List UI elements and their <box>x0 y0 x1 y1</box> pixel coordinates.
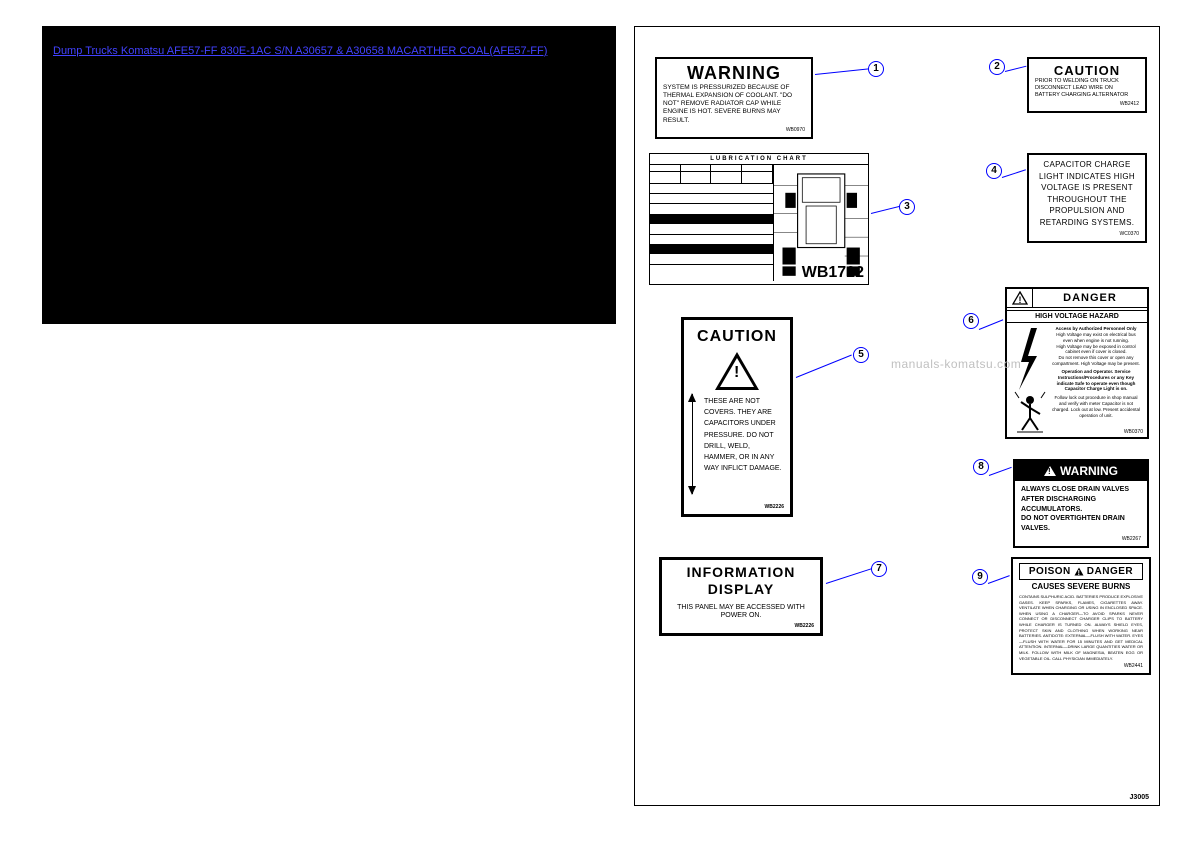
leader-2 <box>1005 66 1027 72</box>
label-code: WB2267 <box>1021 536 1141 542</box>
leader-9 <box>988 575 1010 584</box>
breadcrumb[interactable]: Dump Trucks Komatsu AFE57-FF 830E-1AC S/… <box>53 45 547 57</box>
decal-sheet: WARNING SYSTEM IS PRESSURIZED BECAUSE OF… <box>634 26 1160 806</box>
label-code: WB2226 <box>765 504 784 510</box>
lube-table <box>650 165 774 281</box>
label-warning-drain-valves: WARNING ALWAYS CLOSE DRAIN VALVES AFTER … <box>1013 459 1149 548</box>
label-code: WB0970 <box>663 127 805 133</box>
page-code: J3005 <box>1130 794 1149 801</box>
label-code: WB1722 <box>802 264 864 282</box>
lube-chart-title: LUBRICATION CHART <box>650 154 868 165</box>
breadcrumb-seg-3[interactable]: AFE57-FF 830E-1AC S/N A30657 & A30658 MA… <box>167 45 548 57</box>
label-subtitle: CAUSES SEVERE BURNS <box>1019 582 1143 591</box>
label-caution-capacitors: CAUTION ! THESE ARE NOT COVERS. THEY ARE… <box>681 317 793 517</box>
danger-line: Follow lock out procedure in shop manual… <box>1051 395 1141 418</box>
label-warning-radiator: WARNING SYSTEM IS PRESSURIZED BECAUSE OF… <box>655 57 813 139</box>
breadcrumb-container: Dump Trucks Komatsu AFE57-FF 830E-1AC S/… <box>43 27 615 323</box>
poison-title-right: DANGER <box>1087 566 1133 577</box>
label-title: CAUTION <box>1035 63 1139 78</box>
leader-6 <box>979 319 1003 330</box>
callout-4: 4 <box>986 163 1002 179</box>
leader-4 <box>1002 169 1026 178</box>
callout-7: 7 <box>871 561 887 577</box>
label-title: WARNING <box>663 63 805 84</box>
label-subtitle: HIGH VOLTAGE HAZARD <box>1007 310 1147 323</box>
label-code: WB2441 <box>1019 663 1143 669</box>
label-capacitor-charge: CAPACITOR CHARGE LIGHT INDICATES HIGH VO… <box>1027 153 1147 243</box>
poison-title-left: POISON <box>1029 566 1071 577</box>
leader-3 <box>871 206 900 214</box>
label-body: CONTAINS SULPHURIC ACID. BATTERIES PRODU… <box>1019 594 1143 661</box>
label-body: THESE ARE NOT COVERS. THEY ARE CAPACITOR… <box>690 396 784 474</box>
leader-7 <box>826 568 872 584</box>
label-code: WB2412 <box>1035 101 1139 107</box>
warning-triangle-icon <box>1044 466 1056 476</box>
label-information-display: INFORMATION DISPLAY THIS PANEL MAY BE AC… <box>659 557 823 636</box>
callout-8: 8 <box>973 459 989 475</box>
danger-line: Do not remove this cover or open any com… <box>1051 355 1141 367</box>
label-code: WB0370 <box>1124 429 1143 435</box>
warning-triangle-icon: ! <box>1074 567 1084 576</box>
callout-1: 1 <box>868 61 884 77</box>
danger-line: High Voltage may exist on electrical bus… <box>1051 332 1141 344</box>
label-title: INFORMATION DISPLAY <box>668 564 814 598</box>
callout-3: 3 <box>899 199 915 215</box>
left-panel: Dump Trucks Komatsu AFE57-FF 830E-1AC S/… <box>42 26 616 324</box>
label-poison-danger: POISON ! DANGER CAUSES SEVERE BURNS CONT… <box>1011 557 1151 675</box>
svg-text:!: ! <box>1018 295 1021 305</box>
warning-header: WARNING <box>1015 461 1147 481</box>
watermark: manuals-komatsu.com <box>891 357 1021 371</box>
label-danger-high-voltage: ! DANGER HIGH VOLTAGE HAZARD <box>1005 287 1149 439</box>
label-title: DANGER <box>1033 289 1147 307</box>
label-lubrication-chart: LUBRICATION CHART <box>649 153 869 285</box>
leader-5 <box>796 355 852 378</box>
leader-1 <box>815 68 869 75</box>
label-code: WB2226 <box>668 623 814 629</box>
label-body: THIS PANEL MAY BE ACCESSED WITH POWER ON… <box>668 604 814 622</box>
callout-5: 5 <box>853 347 869 363</box>
label-body: CAPACITOR CHARGE LIGHT INDICATES HIGH VO… <box>1035 159 1139 229</box>
label-code: WC0370 <box>1035 231 1139 237</box>
breadcrumb-seg-2[interactable]: Komatsu <box>121 45 164 57</box>
height-arrow-icon <box>692 394 693 494</box>
label-title: WARNING <box>1060 464 1118 478</box>
leader-8 <box>989 467 1012 476</box>
danger-line: Access by Authorized Personnel Only <box>1051 326 1141 332</box>
svg-text:!: ! <box>1077 570 1080 576</box>
warning-triangle-icon: ! <box>1007 289 1033 307</box>
callout-2: 2 <box>989 59 1005 75</box>
callout-6: 6 <box>963 313 979 329</box>
warning-triangle-icon: ! <box>715 352 759 390</box>
breadcrumb-seg-1[interactable]: Dump Trucks <box>53 45 118 57</box>
label-title: CAUTION <box>690 328 784 346</box>
label-body: PRIOR TO WELDING ON TRUCK DISCONNECT LEA… <box>1035 78 1139 99</box>
poison-header: POISON ! DANGER <box>1019 563 1143 580</box>
label-body: SYSTEM IS PRESSURIZED BECAUSE OF THERMAL… <box>663 84 805 125</box>
danger-line: High Voltage may be exposed in control c… <box>1051 344 1141 356</box>
danger-line: Operation and Operator. Service Instruct… <box>1051 369 1141 392</box>
callout-9: 9 <box>972 569 988 585</box>
label-caution-welding: CAUTION PRIOR TO WELDING ON TRUCK DISCON… <box>1027 57 1147 113</box>
label-body: ALWAYS CLOSE DRAIN VALVES AFTER DISCHARG… <box>1021 485 1141 534</box>
shock-hazard-icon <box>1013 326 1047 441</box>
